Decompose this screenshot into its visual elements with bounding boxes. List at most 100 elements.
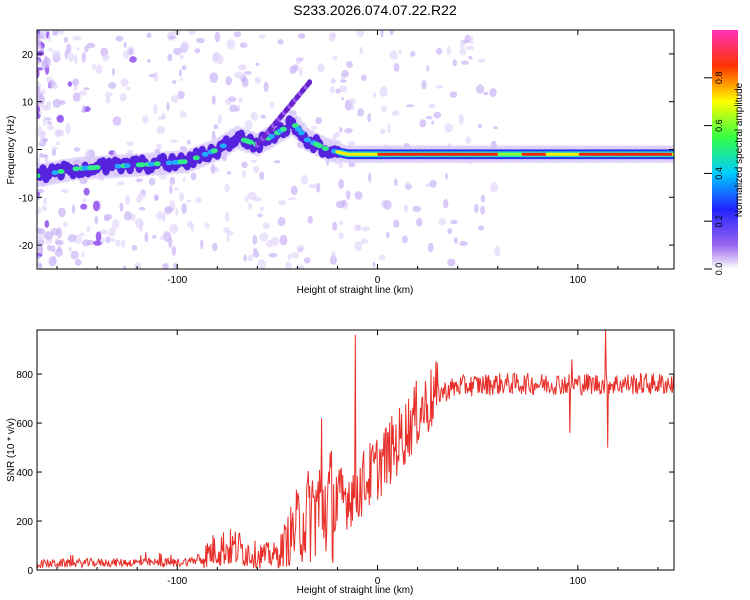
noise-blob — [477, 58, 486, 63]
noise-blob — [250, 111, 258, 121]
noise-blob — [43, 57, 51, 68]
noise-blob — [134, 218, 144, 229]
noise-blob — [426, 65, 430, 72]
snr-ticks: -100 0 100 0 200 400 600 800 — [16, 330, 674, 587]
noise-blob — [115, 35, 124, 42]
snr-frame — [36, 329, 675, 571]
noise-blob — [99, 229, 109, 235]
noise-blob — [173, 187, 179, 191]
ridge-core — [138, 162, 146, 168]
noise-blob — [102, 53, 110, 62]
colorbar-ticks: 0.0 0.2 0.4 0.6 0.8 — [704, 72, 724, 275]
snr-x-tick-label: 0 — [375, 576, 381, 587]
noise-blob — [55, 141, 61, 146]
noise-blob — [360, 74, 367, 82]
noise-blob — [335, 200, 345, 209]
noise-blob — [153, 71, 159, 82]
noise-blob — [42, 138, 49, 143]
noise-blob — [243, 254, 248, 262]
ridge-core — [123, 163, 131, 169]
noise-blob — [148, 73, 156, 78]
noise-blob — [341, 69, 349, 78]
ridge-core — [201, 151, 209, 157]
noise-blob — [108, 227, 116, 237]
noise-blob — [105, 95, 111, 104]
noise-blob — [247, 254, 253, 262]
noise-blob — [112, 116, 122, 126]
noise-blob — [416, 217, 423, 227]
noise-blob — [444, 123, 454, 133]
noise-blob — [257, 213, 263, 218]
noise-blob — [226, 171, 232, 175]
noise-blob — [445, 172, 448, 180]
noise-blob — [83, 187, 90, 196]
noise-blob — [341, 97, 344, 101]
noise-blob — [393, 219, 400, 228]
noise-blob — [136, 196, 142, 204]
noise-blob — [186, 139, 191, 145]
noise-blob — [37, 232, 46, 241]
noise-blob — [172, 80, 177, 84]
ridge-core — [192, 155, 200, 161]
noise-blob — [86, 226, 91, 233]
noise-blob — [297, 265, 305, 269]
noise-blob — [387, 122, 391, 134]
ridge-core — [72, 166, 80, 172]
noise-blob — [138, 207, 146, 211]
ridge-hot — [509, 152, 514, 156]
noise-blob — [55, 248, 63, 257]
noise-blob — [50, 245, 56, 253]
noise-blob — [144, 232, 149, 243]
noise-blob — [210, 163, 216, 174]
ridge-core — [180, 159, 188, 165]
noise-blob — [438, 218, 446, 226]
noise-blob — [258, 34, 266, 39]
noise-blob — [57, 30, 65, 35]
ridge-core — [165, 160, 173, 166]
ridge-core — [210, 148, 218, 154]
noise-blob — [459, 48, 467, 56]
ridge-core — [294, 126, 302, 132]
noise-blob — [421, 80, 427, 90]
noise-blob — [214, 31, 221, 43]
colorbar: 0.0 0.2 0.4 0.6 0.8 Normalized spectral ampl… — [704, 30, 745, 275]
noise-blob — [72, 92, 81, 102]
noise-blob — [194, 48, 201, 54]
ridge-core — [315, 143, 323, 149]
noise-blob — [389, 30, 394, 36]
noise-blob — [63, 221, 68, 228]
noise-blob — [332, 221, 338, 231]
noise-blob — [164, 206, 174, 214]
noise-blob — [259, 206, 264, 212]
noise-blob — [405, 181, 410, 187]
noise-blob — [431, 120, 435, 125]
noise-blob — [234, 71, 244, 79]
noise-blob — [105, 92, 113, 97]
noise-blob — [257, 259, 267, 269]
noise-blob — [277, 39, 284, 45]
noise-blob — [37, 132, 46, 138]
noise-blob — [81, 52, 86, 63]
snr-x-tick-label: 100 — [570, 576, 587, 587]
noise-blob — [37, 245, 44, 255]
noise-blob — [386, 231, 390, 239]
noise-blob — [331, 77, 335, 84]
noise-blob — [41, 88, 46, 95]
noise-blob — [316, 182, 321, 193]
noise-blob — [95, 231, 102, 242]
noise-blob — [37, 239, 45, 246]
noise-blob — [474, 203, 479, 214]
noise-blob — [37, 69, 40, 79]
ridge-core — [322, 146, 329, 151]
noise-blob — [110, 238, 116, 242]
noise-blob — [433, 111, 442, 119]
noise-blob — [39, 153, 44, 158]
spectrogram-x-axis-label: Height of straight line (km) — [297, 285, 414, 296]
ridge-core — [297, 130, 305, 136]
noise-blob — [477, 123, 482, 129]
noise-blob — [354, 241, 363, 252]
noise-blob — [37, 206, 42, 215]
noise-blob — [291, 252, 300, 259]
noise-blob — [209, 72, 219, 83]
noise-blob — [403, 204, 408, 213]
